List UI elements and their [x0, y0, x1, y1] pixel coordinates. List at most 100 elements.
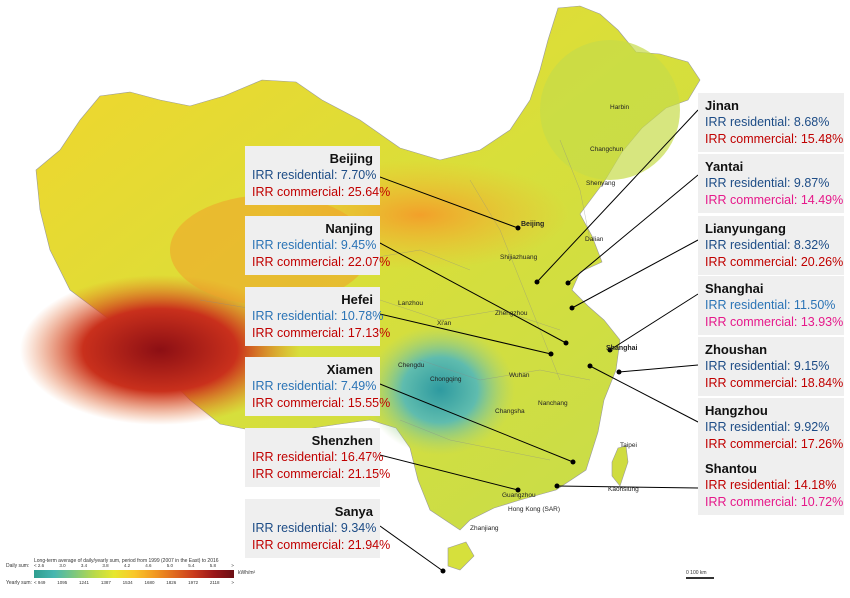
map-label-beijing: Beijing [521, 221, 545, 228]
city-name: Yantai [705, 159, 744, 174]
callout-leader-lines [379, 109, 699, 572]
legend-yearly-label: Yearly sum: [6, 580, 32, 586]
city-name: Zhoushan [705, 342, 768, 357]
legend-tick: > [231, 563, 234, 568]
legend-tick: 4.6 [145, 563, 152, 568]
map-label-harbin: Harbin [610, 104, 630, 111]
city-name: Xiamen [326, 362, 373, 377]
legend-tick: 5.8 [209, 563, 217, 568]
irr-commercial: IRR commercial: 17.26% [705, 437, 844, 451]
legend-title: Long-term average of daily/yearly sum, p… [34, 558, 219, 564]
irr-residential: IRR residential: 9.87% [705, 176, 830, 190]
legend-tick: 1972 [188, 580, 199, 585]
city-name: Hefei [341, 292, 373, 307]
irr-commercial: IRR commercial: 22.07% [252, 255, 391, 269]
map-label-chengdu: Chengdu [398, 362, 425, 369]
legend-tick: 1095 [57, 580, 68, 585]
legend-tick: 2118 [209, 580, 220, 585]
sichuan-basin-region [365, 325, 515, 455]
map-label-zhanjiang: Zhanjiang [470, 525, 499, 532]
map-label-changchun: Changchun [590, 146, 624, 153]
map-label-nanchang: Nanchang [538, 400, 568, 407]
irr-commercial: IRR commercial: 20.26% [705, 255, 844, 269]
irr-residential: IRR residential: 8.32% [705, 238, 830, 252]
irr-commercial: IRR commercial: 15.55% [252, 396, 391, 410]
irradiation-legend: Long-term average of daily/yearly sum, p… [6, 558, 276, 594]
legend-daily-label: Daily sum: [6, 563, 30, 569]
map-label-kaohsiung: Kaohsiung [608, 486, 639, 493]
city-markers [440, 225, 622, 574]
callout-shenzhen: Shenzhen IRR residential: 16.47% IRR com… [245, 428, 391, 487]
city-name: Shantou [705, 461, 757, 476]
irr-residential: IRR residential: 14.18% [705, 478, 837, 492]
irr-commercial: IRR commercial: 21.15% [252, 467, 391, 481]
map-label-shenyang: Shenyang [586, 180, 616, 187]
map-label-zhengzhou: Zhengzhou [495, 310, 528, 317]
legend-tick: 1387 [100, 580, 111, 585]
map-label-lanzhou: Lanzhou [398, 300, 423, 307]
irr-residential: IRR residential: 8.68% [705, 115, 830, 129]
legend-tick: > [231, 580, 234, 585]
legend-tick: 4.2 [123, 563, 131, 568]
legend-yearly-ticks: < 949 1095 1241 1387 1534 1680 1826 1972… [34, 580, 234, 585]
callout-yantai: Yantai IRR residential: 9.87% IRR commer… [698, 154, 844, 213]
irr-residential: IRR residential: 16.47% [252, 450, 384, 464]
irr-residential: IRR residential: 9.92% [705, 420, 830, 434]
legend-daily-ticks: < 2.6 3.0 3.4 3.8 4.2 4.6 5.0 5.4 5.8 > [34, 563, 234, 568]
map-label-shanghai: Shanghai [606, 345, 638, 352]
irr-commercial: IRR commercial: 13.93% [705, 315, 844, 329]
legend-tick: 5.0 [166, 563, 174, 568]
city-name: Nanjing [325, 221, 373, 236]
legend-unit: kWh/m² [238, 570, 256, 576]
map-label-wuhan: Wuhan [509, 372, 530, 379]
irr-commercial: IRR commercial: 21.94% [252, 538, 391, 552]
callout-jinan: Jinan IRR residential: 8.68% IRR commerc… [698, 93, 844, 152]
city-name: Beijing [329, 151, 373, 166]
legend-tick: < 2.6 [34, 563, 45, 568]
scale-bar: 0 100 km [686, 570, 726, 582]
province-borders [199, 139, 591, 461]
callout-shanghai: Shanghai IRR residential: 11.50% IRR com… [698, 276, 844, 335]
irr-commercial: IRR commercial: 15.48% [705, 132, 844, 146]
irr-commercial: IRR commercial: 17.13% [252, 326, 391, 340]
callout-beijing: Beijing IRR residential: 7.70% IRR comme… [245, 146, 391, 205]
map-label-hong-kong: Hong Kong (SAR) [508, 506, 561, 513]
map-label-xian: Xi'an [437, 320, 452, 327]
city-name: Sanya [334, 504, 373, 519]
city-name: Shanghai [705, 281, 764, 296]
callout-shantou: Shantou IRR residential: 14.18% IRR comm… [698, 456, 844, 515]
city-name: Shenzhen [311, 433, 373, 448]
irr-residential: IRR residential: 10.78% [252, 309, 384, 323]
irr-residential: IRR residential: 7.70% [252, 168, 377, 182]
irr-residential: IRR residential: 9.45% [252, 238, 377, 252]
irr-residential: IRR residential: 7.49% [252, 379, 377, 393]
legend-tick: 5.4 [188, 563, 195, 568]
legend-tick: 1826 [166, 580, 177, 585]
taiwan-island [611, 445, 629, 487]
northeast-region [540, 40, 680, 180]
hainan-island [447, 541, 475, 571]
legend-tick: 1241 [79, 580, 90, 585]
scale-line [686, 577, 714, 579]
tibet-plateau-region [20, 275, 300, 425]
callout-sanya: Sanya IRR residential: 9.34% IRR commerc… [245, 499, 391, 558]
callout-zhoushan: Zhoushan IRR residential: 9.15% IRR comm… [698, 337, 844, 396]
legend-tick: 3.0 [59, 563, 66, 568]
irr-commercial: IRR commercial: 10.72% [705, 495, 844, 509]
irr-commercial: IRR commercial: 14.49% [705, 193, 844, 207]
map-label-guangzhou: Guangzhou [502, 492, 536, 499]
legend-tick: < 949 [34, 580, 46, 585]
irr-commercial: IRR commercial: 18.84% [705, 376, 844, 390]
irr-residential: IRR residential: 9.15% [705, 359, 830, 373]
irr-commercial: IRR commercial: 25.64% [252, 185, 391, 199]
callout-hefei: Hefei IRR residential: 10.78% IRR commer… [245, 287, 391, 346]
callout-hangzhou: Hangzhou IRR residential: 9.92% IRR comm… [698, 398, 844, 457]
legend-tick: 1534 [122, 580, 133, 585]
callout-nanjing: Nanjing IRR residential: 9.45% IRR comme… [245, 216, 391, 275]
map-label-changsha: Changsha [495, 408, 525, 415]
callout-xiamen: Xiamen IRR residential: 7.49% IRR commer… [245, 357, 391, 416]
irr-residential: IRR residential: 9.34% [252, 521, 377, 535]
city-name: Lianyungang [705, 221, 786, 236]
map-label-chongqing: Chongqing [430, 376, 462, 383]
legend-tick: 3.4 [80, 563, 88, 568]
